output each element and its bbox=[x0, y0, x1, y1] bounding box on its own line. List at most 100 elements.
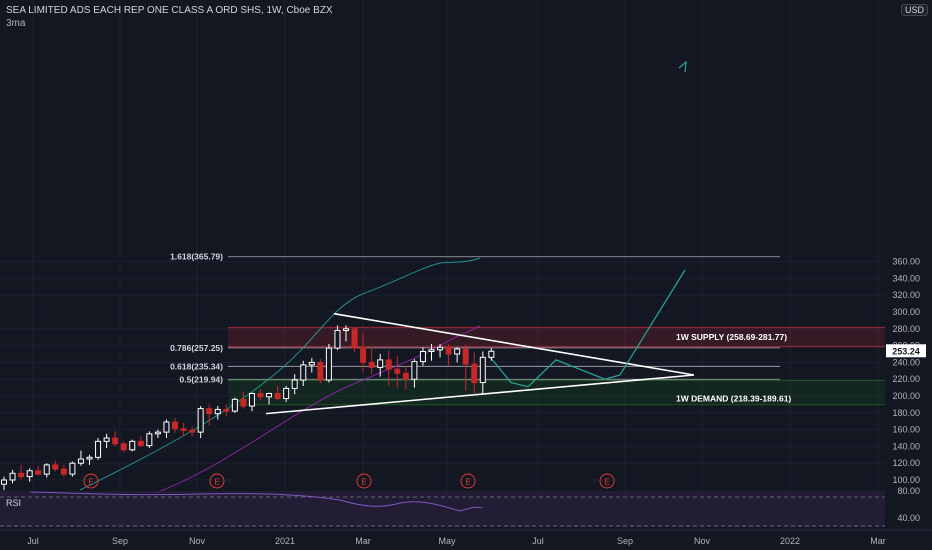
earnings-marker-label: E bbox=[214, 478, 219, 487]
candle-body bbox=[103, 437, 110, 442]
candle-body bbox=[419, 350, 426, 363]
candle-body bbox=[343, 328, 349, 331]
candle-body bbox=[1, 479, 7, 485]
candle-body bbox=[86, 456, 93, 460]
candle-body bbox=[172, 421, 178, 430]
rsi-pane bbox=[0, 491, 885, 527]
earnings-marker-label: E bbox=[361, 478, 366, 487]
zone-label: 1W SUPPLY (258.69-281.77) bbox=[676, 332, 787, 342]
candle-body bbox=[18, 472, 25, 478]
candle-body bbox=[462, 348, 469, 365]
candle-body bbox=[488, 350, 495, 358]
y-tick-label: 160.00 bbox=[892, 425, 920, 435]
rsi-label: RSI bbox=[6, 498, 21, 508]
y-tick-label: 220.00 bbox=[892, 374, 920, 384]
earnings-marker-label: E bbox=[604, 478, 609, 487]
candle-body bbox=[360, 347, 367, 363]
fib-label: 0.618(235.34) bbox=[170, 361, 223, 371]
candle-body bbox=[95, 440, 102, 458]
y-tick-label: 240.00 bbox=[892, 357, 920, 367]
earnings-marker bbox=[460, 473, 476, 489]
earnings-marker bbox=[356, 473, 372, 489]
x-tick-label: Jul bbox=[27, 536, 39, 546]
candle-body bbox=[112, 437, 119, 445]
candle-body bbox=[248, 392, 255, 407]
candle-body bbox=[43, 464, 50, 475]
candle-body bbox=[69, 462, 76, 475]
x-tick-label: Mar bbox=[355, 536, 371, 546]
y-tick-label: 140.00 bbox=[892, 441, 920, 451]
y-tick-label: 200.00 bbox=[892, 391, 920, 401]
candle-body bbox=[266, 392, 273, 398]
x-tick-label: Nov bbox=[189, 536, 206, 546]
candle-body bbox=[428, 349, 435, 352]
price-axis-bg bbox=[885, 0, 932, 530]
candle-body bbox=[231, 398, 238, 412]
y-tick-label: 100.00 bbox=[892, 475, 920, 485]
candle-body bbox=[479, 356, 486, 384]
fib-label: 0.5(219.94) bbox=[180, 374, 224, 384]
triangle-upper-line bbox=[333, 312, 695, 376]
ma-fast-line bbox=[79, 257, 481, 491]
earnings-marker-label: E bbox=[88, 478, 93, 487]
triangle-lower-line bbox=[265, 374, 695, 415]
candle-body bbox=[308, 361, 315, 366]
candle-body bbox=[9, 472, 16, 481]
y-tick-label: 180.00 bbox=[892, 408, 920, 418]
candle-body bbox=[283, 387, 290, 400]
candle-body bbox=[26, 470, 33, 478]
candle-body bbox=[146, 433, 153, 447]
currency-badge[interactable]: USD bbox=[900, 4, 928, 16]
candle-body bbox=[60, 468, 67, 475]
earnings-marker bbox=[83, 473, 99, 489]
y-tick-label: 320.00 bbox=[892, 290, 920, 300]
earnings-marker-label: E bbox=[465, 478, 470, 487]
candle-body bbox=[214, 408, 221, 415]
y-tick-label: 280.00 bbox=[892, 324, 920, 334]
candle-body bbox=[368, 361, 375, 368]
candle-body bbox=[257, 392, 264, 398]
candle-body bbox=[300, 364, 307, 381]
candle-body bbox=[411, 361, 418, 380]
x-tick-label: Nov bbox=[694, 536, 711, 546]
candle-body bbox=[377, 359, 384, 368]
rsi-line bbox=[29, 491, 483, 512]
fib-label: 1.618(365.79) bbox=[170, 252, 223, 262]
candle-body bbox=[77, 458, 84, 464]
candle-body bbox=[189, 429, 196, 433]
x-tick-label: Mar bbox=[870, 536, 886, 546]
candle-body bbox=[471, 363, 478, 384]
indicator-label: 3ma bbox=[6, 18, 26, 29]
candle-body bbox=[52, 464, 59, 470]
y-tick-label: 360.00 bbox=[892, 257, 920, 267]
candle-body bbox=[334, 329, 341, 349]
candle-body bbox=[274, 392, 281, 400]
candle-body bbox=[454, 348, 461, 355]
candle-body bbox=[137, 440, 144, 447]
y-tick-label: 120.00 bbox=[892, 458, 920, 468]
candle-body bbox=[437, 346, 444, 351]
candle-body bbox=[394, 368, 401, 374]
candle-body bbox=[317, 361, 324, 381]
candle-body bbox=[129, 440, 136, 451]
earnings-marker bbox=[599, 473, 615, 489]
zone-box bbox=[228, 380, 885, 405]
zone-label: 1W DEMAND (218.39-189.61) bbox=[676, 394, 791, 404]
x-tick-label: Sep bbox=[112, 536, 128, 546]
rsi-tick-label: 40.00 bbox=[897, 513, 920, 523]
candle-body bbox=[206, 408, 213, 415]
candle-body bbox=[240, 398, 247, 407]
x-tick-label: 2022 bbox=[780, 536, 800, 546]
candle-body bbox=[351, 328, 358, 349]
candle-body bbox=[402, 372, 409, 380]
candle-body bbox=[120, 443, 127, 451]
x-tick-label: May bbox=[438, 536, 456, 546]
candle-body bbox=[445, 346, 452, 355]
symbol-title: SEA LIMITED ADS EACH REP ONE CLASS A ORD… bbox=[6, 5, 333, 16]
earnings-marker bbox=[209, 473, 225, 489]
candle-body bbox=[223, 408, 230, 412]
x-tick-label: Jul bbox=[532, 536, 544, 546]
projection-path bbox=[488, 269, 686, 388]
